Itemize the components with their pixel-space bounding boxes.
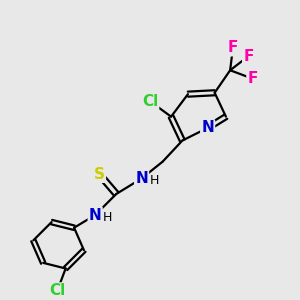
Text: H: H xyxy=(149,174,159,187)
Text: N: N xyxy=(201,120,214,135)
Text: N: N xyxy=(135,171,148,186)
Text: Cl: Cl xyxy=(142,94,158,109)
Text: N: N xyxy=(89,208,101,223)
Text: Cl: Cl xyxy=(49,284,65,298)
Text: F: F xyxy=(248,71,258,86)
Text: H: H xyxy=(103,211,112,224)
Text: F: F xyxy=(243,49,254,64)
Text: F: F xyxy=(228,40,238,55)
Text: S: S xyxy=(94,167,105,182)
